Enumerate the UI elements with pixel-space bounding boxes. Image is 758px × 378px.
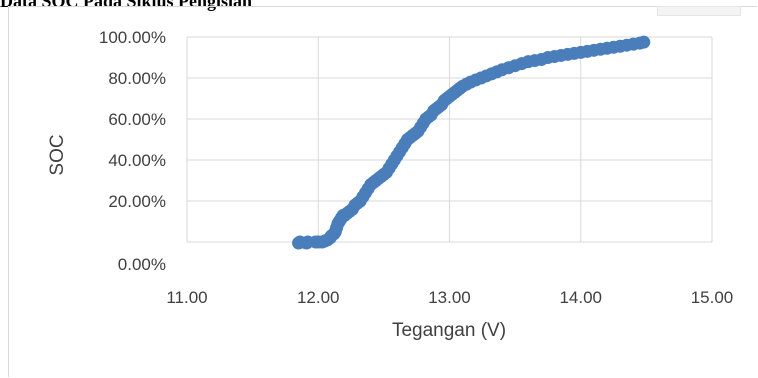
x-axis-title: Tegangan (V): [392, 320, 506, 341]
corner-box: [657, 6, 741, 16]
x-tick-label: 15.00: [691, 288, 734, 307]
document-heading: Data SOC Pada Siklus Pengisian: [0, 0, 253, 11]
y-axis-title: SOC: [47, 134, 68, 175]
x-tick-labels: 11.00 12.00 13.00 14.00 15.00: [166, 288, 733, 307]
x-tick-label: 13.00: [428, 288, 471, 307]
gridlines: [186, 36, 713, 243]
y-tick-label: 60.00%: [108, 110, 166, 129]
y-tick-label: 40.00%: [108, 151, 166, 170]
y-tick-label: 0.00%: [118, 255, 166, 274]
x-tick-label: 12.00: [297, 288, 340, 307]
x-tick-label: 11.00: [166, 288, 207, 307]
y-tick-label: 100.00%: [99, 28, 166, 47]
x-tick-label: 14.00: [559, 288, 602, 307]
y-tick-label: 80.00%: [108, 69, 166, 88]
chart-frame: [8, 6, 757, 377]
data-points: [292, 35, 651, 250]
data-point: [637, 35, 651, 49]
y-tick-labels: 0.00% 20.00% 40.00% 60.00% 80.00% 100.00%: [99, 28, 166, 274]
y-tick-label: 20.00%: [108, 192, 166, 211]
